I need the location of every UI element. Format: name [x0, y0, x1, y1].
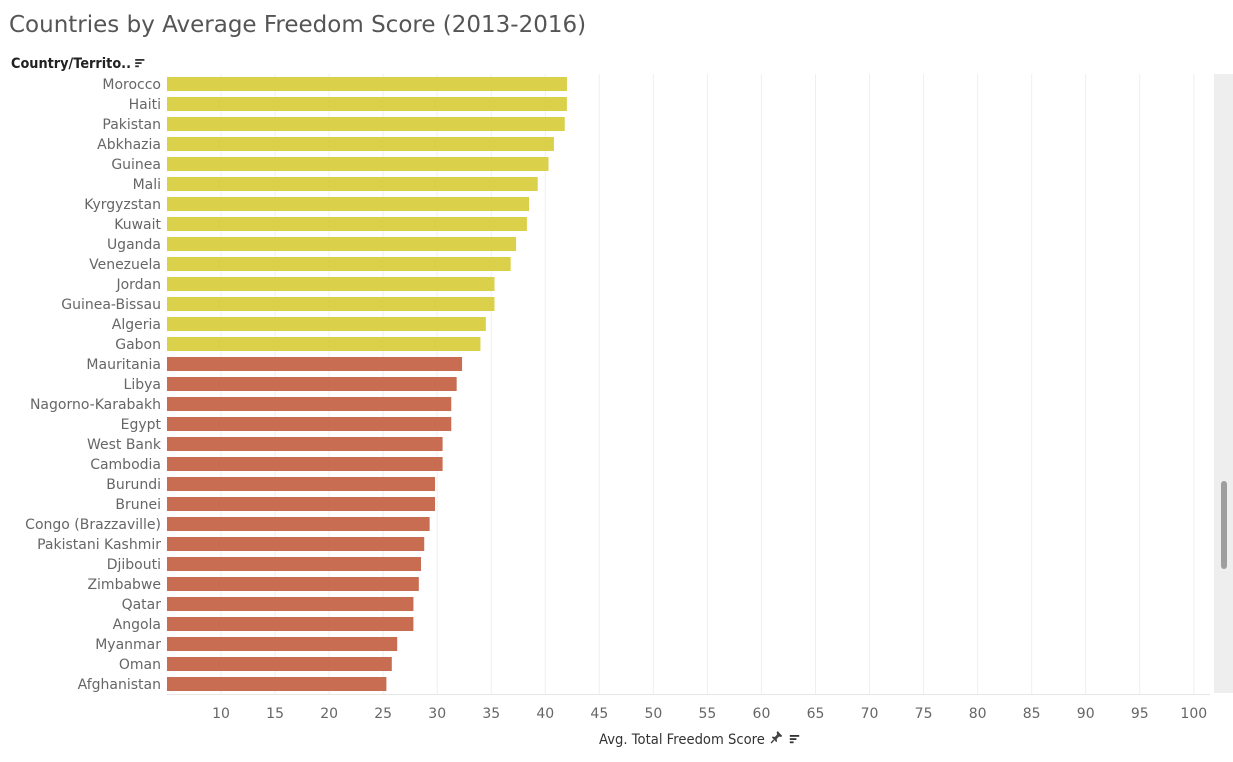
bar[interactable] [167, 537, 425, 551]
x-tick-label: 45 [590, 706, 608, 722]
x-tick-label: 80 [969, 706, 987, 722]
category-label[interactable]: Pakistan [102, 117, 161, 133]
bar[interactable] [167, 397, 452, 411]
x-tick-label: 100 [1180, 706, 1207, 722]
sort-descending-icon[interactable] [135, 54, 146, 74]
category-label[interactable]: Afghanistan [78, 677, 161, 693]
category-label[interactable]: Libya [124, 377, 161, 393]
bar[interactable] [167, 177, 538, 191]
category-label[interactable]: Morocco [102, 77, 161, 93]
scrollbar-thumb[interactable] [1221, 481, 1227, 569]
x-tick-label: 95 [1131, 706, 1149, 722]
x-tick-label: 15 [266, 706, 284, 722]
x-tick-label: 35 [482, 706, 500, 722]
category-label[interactable]: Guinea-Bissau [61, 297, 161, 313]
bar[interactable] [167, 597, 414, 611]
category-label[interactable]: Burundi [106, 477, 161, 493]
category-label[interactable]: Djibouti [107, 557, 161, 573]
bar[interactable] [167, 297, 495, 311]
x-tick-label: 10 [212, 706, 230, 722]
bar[interactable] [167, 257, 511, 271]
pin-icon[interactable] [770, 731, 783, 748]
bar[interactable] [167, 137, 554, 151]
category-label[interactable]: Zimbabwe [87, 577, 161, 593]
category-label[interactable]: Mali [133, 177, 161, 193]
category-label[interactable]: Cambodia [90, 457, 161, 473]
x-tick-label: 75 [915, 706, 933, 722]
bar[interactable] [167, 497, 436, 511]
bar[interactable] [167, 617, 414, 631]
bar[interactable] [167, 557, 421, 571]
category-label[interactable]: Jordan [115, 277, 161, 293]
bars [167, 77, 567, 691]
x-tick-label: 85 [1023, 706, 1041, 722]
category-label[interactable]: Kyrgyzstan [84, 197, 161, 213]
row-field-label: Country/Territo.. [11, 56, 131, 72]
category-label[interactable]: Myanmar [95, 637, 161, 653]
x-tick-label: 65 [807, 706, 825, 722]
category-label[interactable]: Congo (Brazzaville) [25, 517, 161, 533]
row-field-header[interactable]: Country/Territo.. [11, 54, 146, 74]
x-tick-label: 20 [320, 706, 338, 722]
bar[interactable] [167, 357, 463, 371]
chart-title: Countries by Average Freedom Score (2013… [9, 12, 587, 38]
x-tick-label: 90 [1077, 706, 1095, 722]
category-label[interactable]: Haiti [129, 97, 161, 113]
bar[interactable] [167, 217, 527, 231]
bar[interactable] [167, 417, 452, 431]
sort-icon[interactable] [789, 732, 800, 748]
bar[interactable] [167, 337, 481, 351]
category-label[interactable]: Qatar [122, 597, 162, 613]
bar[interactable] [167, 157, 549, 171]
x-axis-label: Avg. Total Freedom Score [599, 732, 765, 748]
category-label[interactable]: Oman [119, 657, 161, 673]
bar[interactable] [167, 197, 530, 211]
bar[interactable] [167, 677, 387, 691]
category-label[interactable]: Angola [113, 617, 161, 633]
bar[interactable] [167, 237, 517, 251]
category-label[interactable]: Algeria [112, 317, 161, 333]
bar[interactable] [167, 437, 443, 451]
category-label[interactable]: Brunei [115, 497, 161, 513]
category-label[interactable]: Mauritania [86, 357, 161, 373]
category-label[interactable]: West Bank [87, 437, 162, 453]
category-label[interactable]: Guinea [111, 157, 161, 173]
x-axis: 10 15 20 25 30 35 40 45 50 55 60 65 70 75 80 85 90 95 100 [167, 694, 1210, 722]
bar[interactable] [167, 277, 495, 291]
bar[interactable] [167, 317, 486, 331]
bar[interactable] [167, 657, 392, 671]
x-tick-label: 30 [428, 706, 446, 722]
category-label[interactable]: Venezuela [89, 257, 161, 273]
category-label[interactable]: Kuwait [114, 217, 161, 233]
bar[interactable] [167, 477, 436, 491]
bar[interactable] [167, 97, 567, 111]
x-tick-label: 25 [374, 706, 392, 722]
category-label[interactable]: Gabon [115, 337, 161, 353]
x-axis-title[interactable]: Avg. Total Freedom Score [599, 730, 801, 750]
bar[interactable] [167, 517, 430, 531]
bar[interactable] [167, 377, 457, 391]
category-labels: Morocco Haiti Pakistan Abkhazia Guinea Mali Ky… [25, 77, 162, 693]
category-label[interactable]: Abkhazia [97, 137, 161, 153]
bar[interactable] [167, 77, 567, 91]
x-tick-label: 70 [861, 706, 879, 722]
x-tick-label: 60 [753, 706, 771, 722]
bar[interactable] [167, 457, 443, 471]
bar[interactable] [167, 577, 419, 591]
x-tick-label: 50 [644, 706, 662, 722]
category-label[interactable]: Pakistani Kashmir [37, 537, 161, 553]
category-label[interactable]: Nagorno-Karabakh [30, 397, 161, 413]
bar[interactable] [167, 117, 565, 131]
vertical-scrollbar[interactable] [1214, 74, 1233, 693]
category-label[interactable]: Egypt [121, 417, 162, 433]
x-tick-label: 40 [536, 706, 554, 722]
category-label[interactable]: Uganda [107, 237, 161, 253]
x-tick-label: 55 [699, 706, 717, 722]
bar[interactable] [167, 637, 398, 651]
